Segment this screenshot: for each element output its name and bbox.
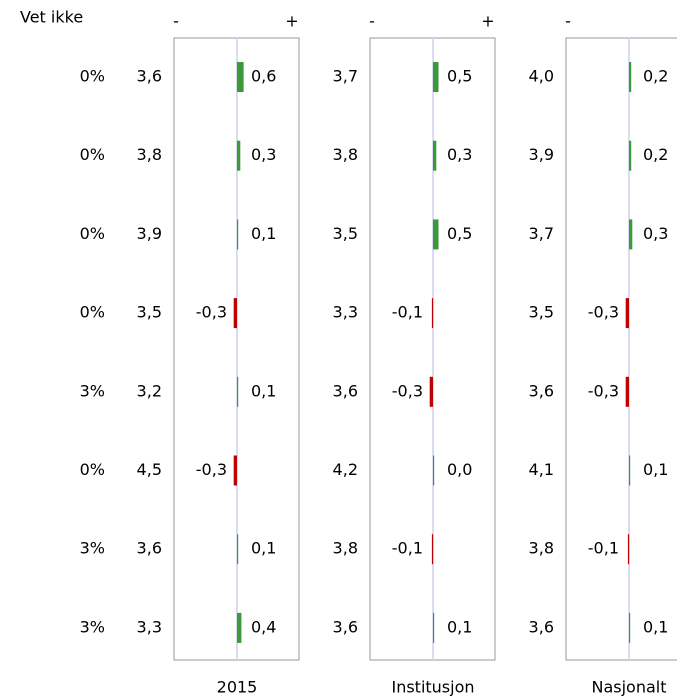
- mean-value: 3,5: [333, 224, 358, 243]
- diff-label: 0,1: [447, 617, 472, 636]
- diff-bar: [237, 376, 239, 407]
- diff-label: 0,0: [447, 460, 472, 479]
- diff-label: 0,1: [643, 460, 668, 479]
- minus-label: -: [173, 12, 179, 31]
- panel-label: Nasjonalt: [591, 678, 666, 697]
- diff-label: 0,1: [251, 224, 276, 243]
- mean-value: 4,1: [529, 460, 554, 479]
- diff-label: 0,1: [251, 381, 276, 400]
- diff-bar: [233, 298, 237, 329]
- vet-ikke-value: 3%: [80, 617, 105, 636]
- mean-value: 3,8: [137, 145, 162, 164]
- diff-label: 0,2: [643, 145, 668, 164]
- diff-bar: [237, 534, 239, 565]
- diff-bar: [237, 219, 239, 250]
- plus-label: +: [481, 12, 494, 31]
- mean-value: 3,8: [333, 539, 358, 558]
- diff-bar: [237, 612, 242, 643]
- mean-value: 3,8: [529, 539, 554, 558]
- mean-value: 3,5: [529, 303, 554, 322]
- diff-bar: [433, 455, 435, 486]
- diff-bar: [431, 534, 434, 565]
- diff-label: 0,3: [251, 145, 276, 164]
- mean-value: 3,2: [137, 381, 162, 400]
- diff-bar: [629, 612, 631, 643]
- mean-value: 3,3: [137, 617, 162, 636]
- diff-label: 0,1: [251, 539, 276, 558]
- diff-bar: [237, 140, 241, 171]
- diff-label: 0,5: [447, 224, 472, 243]
- mean-value: 3,3: [333, 303, 358, 322]
- diff-bar: [433, 62, 439, 92]
- mean-value: 3,7: [529, 224, 554, 243]
- diff-label: 0,4: [251, 617, 276, 636]
- vet-ikke-value: 0%: [80, 303, 105, 322]
- mean-value: 3,6: [529, 617, 554, 636]
- diff-bar: [237, 62, 244, 92]
- minus-label: -: [565, 12, 571, 31]
- mean-value: 3,6: [137, 67, 162, 86]
- mean-value: 4,5: [137, 460, 162, 479]
- diff-label: -0,3: [196, 460, 227, 479]
- minus-label: -: [369, 12, 375, 31]
- diff-label: 0,6: [251, 67, 276, 86]
- mean-value: 3,8: [333, 145, 358, 164]
- diff-bar: [629, 62, 632, 92]
- diff-bar: [429, 376, 433, 407]
- mean-value: 3,6: [137, 539, 162, 558]
- diff-label: 0,3: [643, 224, 668, 243]
- vet-ikke-header: Vet ikke: [20, 8, 83, 27]
- mean-value: 3,6: [333, 617, 358, 636]
- diff-label: -0,3: [392, 381, 423, 400]
- mean-value: 4,2: [333, 460, 358, 479]
- diff-label: -0,3: [196, 303, 227, 322]
- panel-box: [565, 37, 677, 661]
- diff-label: 0,5: [447, 67, 472, 86]
- vet-ikke-value: 0%: [80, 145, 105, 164]
- diff-label: 0,3: [447, 145, 472, 164]
- diff-bar: [433, 612, 435, 643]
- vet-ikke-value: 0%: [80, 224, 105, 243]
- diff-bar: [433, 219, 439, 250]
- mean-value: 3,7: [333, 67, 358, 86]
- diff-label: 0,2: [643, 67, 668, 86]
- diff-label: -0,1: [392, 539, 423, 558]
- panel-label: Institusjon: [391, 678, 474, 697]
- diff-bar: [233, 455, 237, 486]
- mean-value: 3,6: [333, 381, 358, 400]
- plus-label: +: [285, 12, 298, 31]
- vet-ikke-value: 3%: [80, 381, 105, 400]
- mean-value: 3,5: [137, 303, 162, 322]
- diff-label: -0,1: [392, 303, 423, 322]
- diff-bar: [433, 140, 437, 171]
- diff-bar: [629, 219, 633, 250]
- diff-bar: [627, 534, 630, 565]
- mean-value: 4,0: [529, 67, 554, 86]
- diff-bar: [629, 455, 631, 486]
- diff-bar: [625, 376, 629, 407]
- diff-bar: [625, 298, 629, 329]
- diff-label: -0,3: [588, 381, 619, 400]
- mean-value: 3,6: [529, 381, 554, 400]
- mean-value: 3,9: [529, 145, 554, 164]
- diff-label: 0,1: [643, 617, 668, 636]
- diff-bar: [629, 140, 632, 171]
- vet-ikke-value: 0%: [80, 67, 105, 86]
- vet-ikke-value: 0%: [80, 460, 105, 479]
- diff-label: -0,3: [588, 303, 619, 322]
- vet-ikke-value: 3%: [80, 539, 105, 558]
- panel-label: 2015: [217, 678, 258, 697]
- mean-value: 3,9: [137, 224, 162, 243]
- diff-label: -0,1: [588, 539, 619, 558]
- diff-bar: [431, 298, 434, 329]
